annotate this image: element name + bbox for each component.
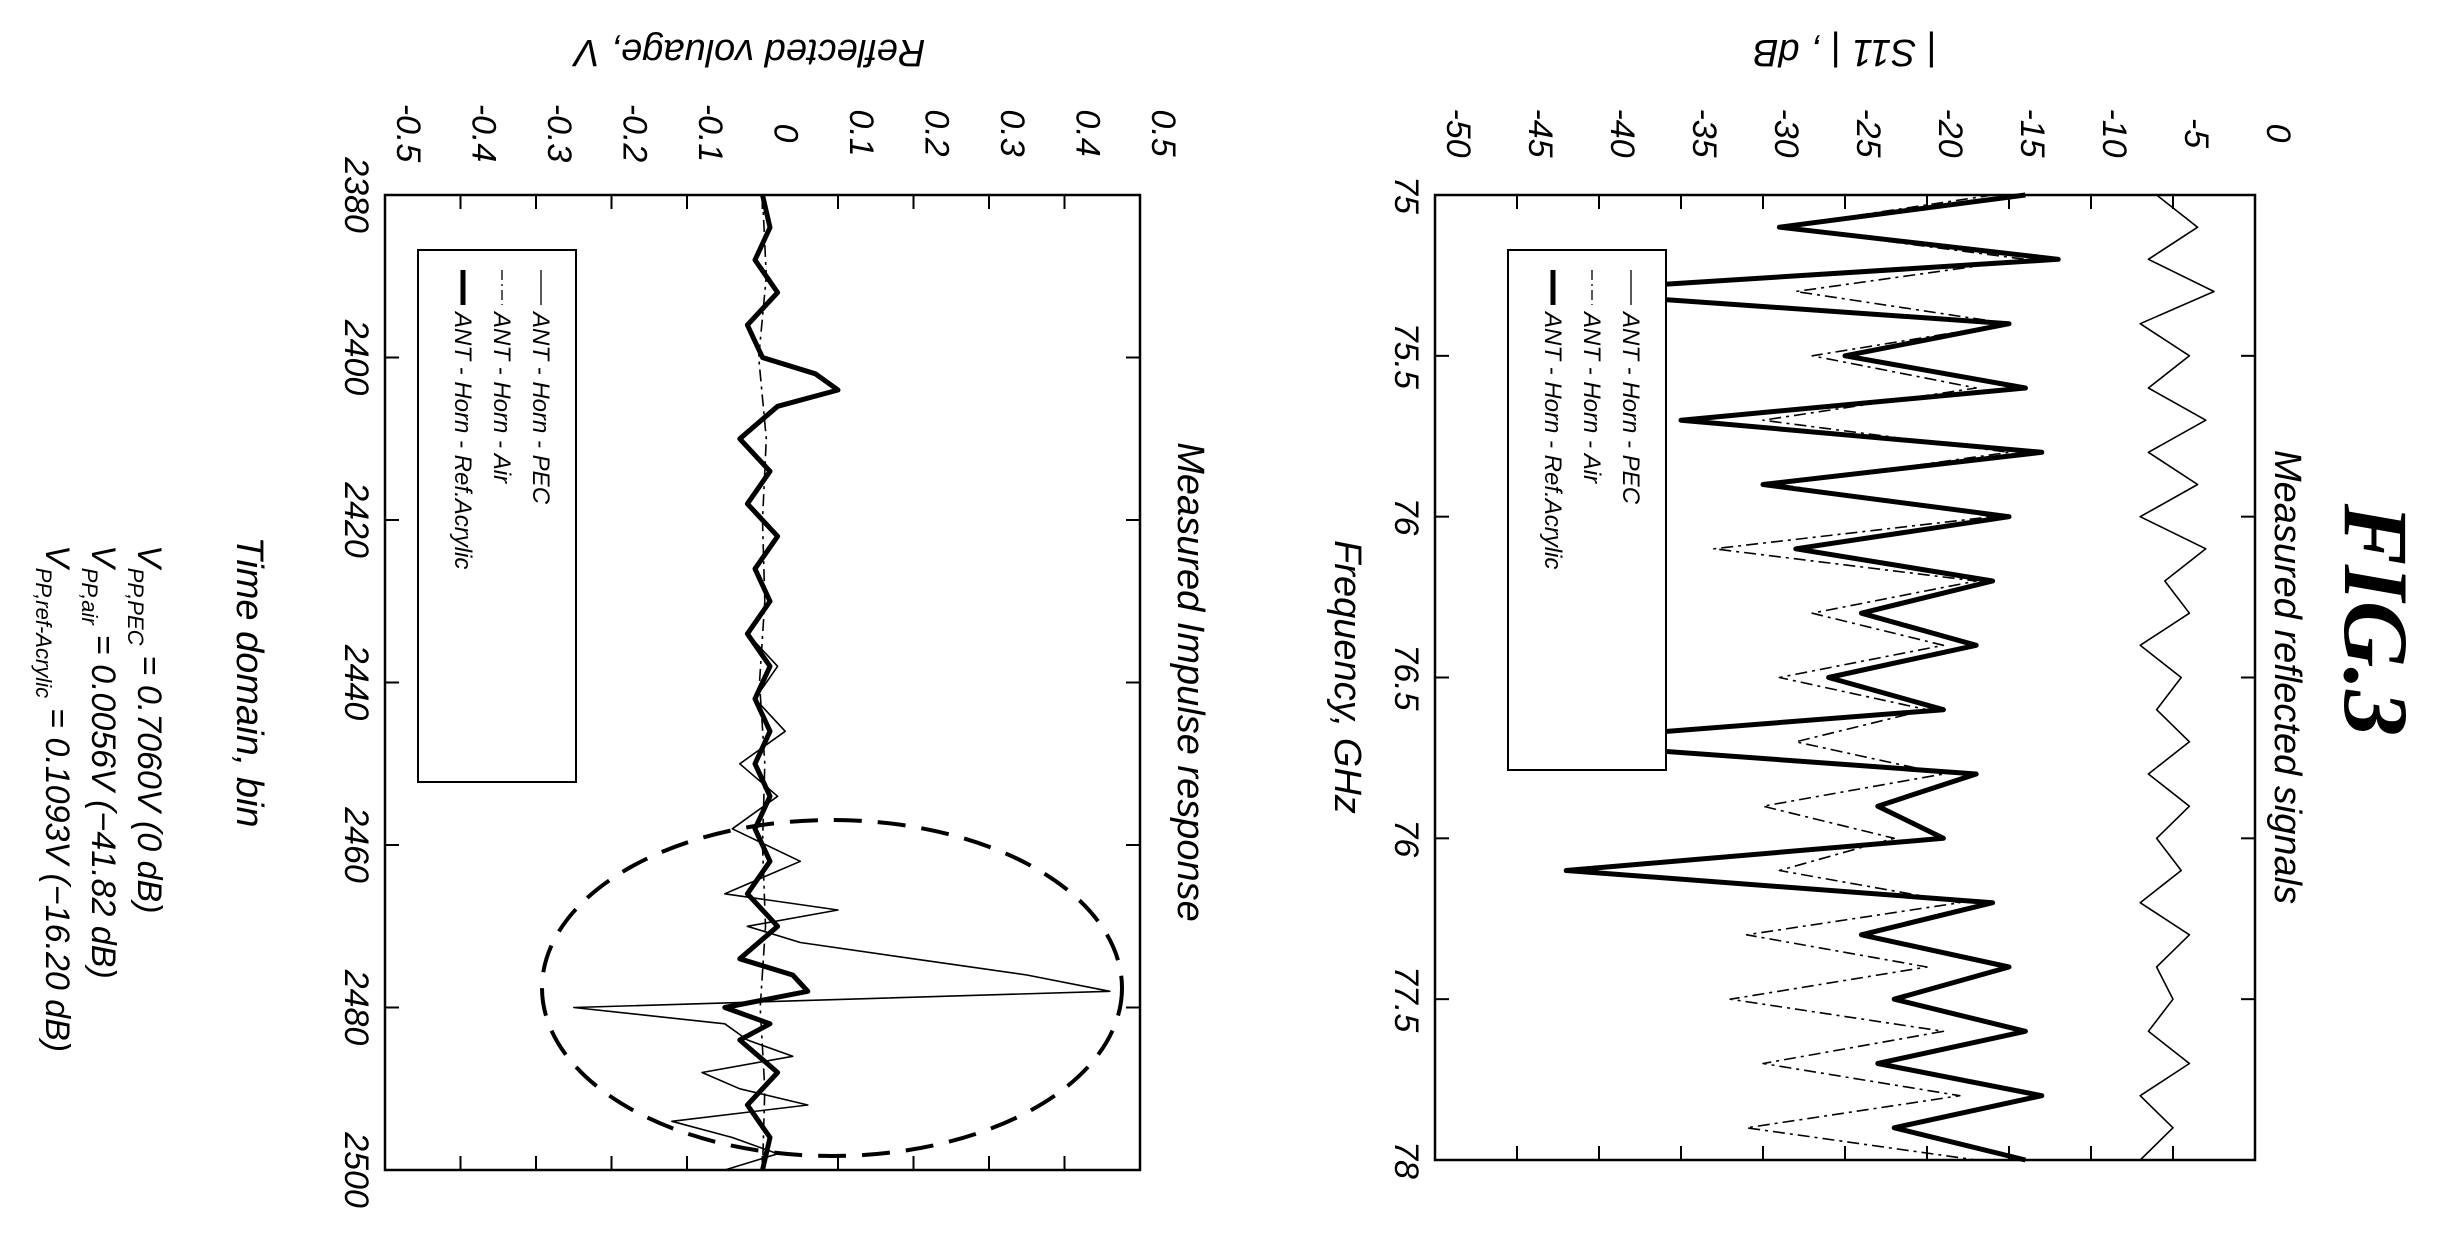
vpp-notes: VPP,PEC= 0.7060V (0 dB) VPP,air= 0.0056V…: [31, 545, 168, 1052]
x-tick-label-2: 2500: [337, 1131, 375, 1208]
x-ticks-2: 2380 2400 2420 2440 2460 2480 2500: [337, 156, 1140, 1208]
note-acrylic-symbol: V: [38, 545, 76, 571]
legend-box-2: [417, 249, 577, 783]
series-line-1-2: [1530, 192, 2061, 1163]
x-tick-label-1: 76.5: [1387, 644, 1425, 710]
note-pec-subscript: PP,PEC: [123, 568, 148, 646]
note-air-value: = 0.0056V (−41.82 dB): [84, 635, 122, 979]
y-tick-label-1: -10: [2095, 108, 2133, 157]
chart-title-1: Measured reflected signals: [2266, 450, 2308, 904]
y-tick-label-1: -45: [1521, 108, 1559, 157]
chart-title-2: Measured Impulse response: [1169, 442, 1211, 921]
x-axis-label-1: Frequency, GHz: [1326, 540, 1368, 814]
series-group-1: [1530, 192, 2215, 1163]
x-tick-label-2: 2420: [337, 481, 375, 558]
series-line-1-1: [1713, 194, 2027, 1161]
series-line-1-0: [2139, 194, 2215, 1161]
note-pec: VPP,PEC = 0.7060V (0 dB): [123, 545, 168, 914]
y-tick-label-1: -25: [1849, 108, 1887, 157]
y-tick-label-1: -20: [1931, 108, 1969, 157]
y-ticks-2: -0.5 -0.4 -0.3 -0.2 -0.1 0 0.1 0.2 0.3 0.4 0.5: [384, 104, 1182, 1170]
y-tick-label-2: -0.5: [389, 104, 427, 163]
note-air: VPP,air = 0.0056V (−41.82 dB): [77, 545, 122, 979]
y-axis-label-1: | S11 | , dB: [1753, 31, 1937, 73]
y-tick-label-2: 0.4: [1069, 109, 1107, 156]
note-acrylic: VPP,ref-Acrylic = 0.1093V (−16.20 dB): [31, 545, 76, 1052]
y-tick-label-2: -0.2: [616, 104, 654, 163]
legend-label-acrylic-1: ANT - Horn - Ref.Acrylic: [1539, 310, 1566, 569]
note-acrylic-value: = 0.1093V (−16.20 dB): [38, 708, 76, 1052]
note-pec-symbol: V: [130, 545, 168, 571]
note-acrylic-subscript: PP,ref-Acrylic: [31, 568, 56, 698]
note-air-symbol: V: [84, 545, 122, 571]
legend-label-air-1: ANT - Horn - Air: [1578, 310, 1605, 484]
x-tick-label-1: 76: [1387, 819, 1425, 857]
x-tick-label-1: 75: [1387, 176, 1425, 214]
x-tick-label-2: 2400: [337, 319, 375, 396]
series-line-2-0: [572, 194, 1111, 1171]
y-tick-label-2: 0: [767, 124, 805, 143]
x-tick-label-1: 75.5: [1387, 323, 1425, 389]
y-tick-label-2: -0.3: [540, 104, 578, 163]
y-tick-label-2: 0.3: [993, 109, 1031, 156]
series-line-2-2: [722, 194, 841, 1171]
y-tick-label-1: 0: [2259, 124, 2297, 143]
y-tick-label-1: -35: [1685, 108, 1723, 157]
x-tick-label-2: 2380: [337, 156, 375, 233]
y-tick-label-2: -0.4: [465, 104, 503, 163]
y-tick-label-2: 0.2: [918, 109, 956, 156]
y-tick-label-1: -40: [1603, 108, 1641, 157]
x-ticks-1: 75 75.5 76 76.5 76 77.5 78: [1387, 176, 2255, 1179]
highlight-ellipse: [540, 818, 1124, 1158]
legend-label-acrylic-2: ANT - Horn - Ref.Acrylic: [449, 310, 476, 569]
x-tick-label-2: 2460: [337, 806, 375, 883]
y-ticks-1: -50 -45 -40 -35 -30 -25 -20 -15 -10 -5 0: [1434, 108, 2297, 1160]
series-group-2: [572, 194, 1111, 1171]
x-tick-label-1: 77.5: [1387, 966, 1425, 1032]
legend-box-1: [1507, 249, 1667, 771]
y-tick-label-1: -15: [2013, 108, 2051, 157]
y-tick-label-2: 0.5: [1144, 109, 1182, 156]
x-tick-label-2: 2480: [337, 969, 375, 1046]
legend-1: ANT - Horn - PEC ANT - Horn - Air ANT - …: [1507, 249, 1667, 771]
x-axis-label-2: Time domain, bin: [228, 536, 270, 827]
y-tick-label-1: -5: [2177, 118, 2215, 148]
chart-reflected-signals: Measured reflected signals Frequency, GH…: [1326, 31, 2308, 1179]
x-tick-label-1: 78: [1387, 1141, 1425, 1179]
legend-label-pec-2: ANT - Horn - PEC: [527, 310, 554, 505]
chart-impulse-response: Measured Impulse response Time domain, b…: [228, 31, 1211, 1208]
y-tick-label-2: 0.1: [842, 109, 880, 156]
legend-2: ANT - Horn - PEC ANT - Horn - Air ANT - …: [417, 249, 577, 783]
x-tick-label-1: 76: [1387, 498, 1425, 536]
legend-label-air-2: ANT - Horn - Air: [488, 310, 515, 484]
y-tick-label-2: -0.1: [691, 104, 729, 163]
note-pec-value: = 0.7060V (0 dB): [130, 656, 168, 914]
x-tick-label-2: 2440: [337, 644, 375, 721]
y-tick-label-1: -30: [1767, 108, 1805, 157]
note-air-subscript: PP,air: [77, 568, 102, 627]
figure-label: FIG.3: [2325, 503, 2427, 737]
y-tick-label-1: -50: [1439, 108, 1477, 157]
legend-label-pec-1: ANT - Horn - PEC: [1617, 310, 1644, 505]
y-axis-label-2: Reflected voluage, V: [571, 31, 925, 73]
